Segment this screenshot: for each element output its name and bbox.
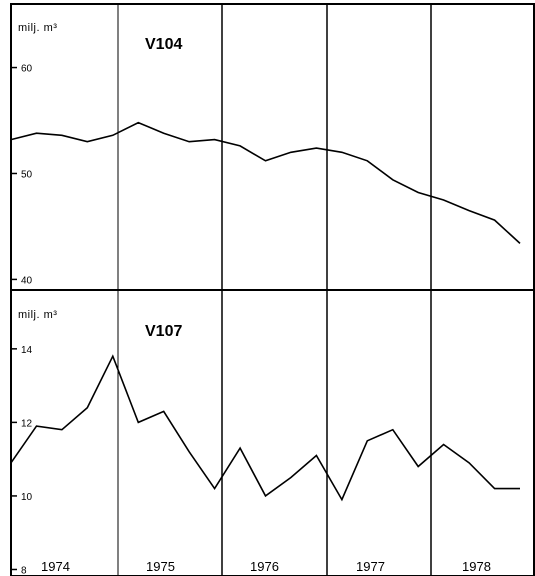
panel-0-point-17 [442, 199, 444, 201]
panel-0-y-tick-label-50: 50 [21, 169, 33, 180]
panel-1-point-8 [213, 487, 215, 489]
panel-0-point-3 [86, 141, 88, 143]
panel-0-point-18 [468, 209, 470, 211]
panel-1-point-6 [163, 410, 165, 412]
panel-1-point-20 [519, 487, 521, 489]
panel-0-point-4 [112, 134, 114, 136]
panel-1-series-line [10, 354, 520, 502]
panel-1-point-9 [239, 447, 241, 449]
panel-0-y-tick-label-40: 40 [21, 275, 33, 286]
panel-v104: milj. m³ V104 40 50 60 [10, 22, 521, 286]
panel-0-point-14 [366, 160, 368, 162]
panel-1-point-0 [10, 462, 12, 464]
panel-1-point-16 [417, 465, 419, 467]
panel-0-point-2 [61, 134, 63, 136]
panel-v107-title: V107 [145, 323, 182, 340]
panel-v107-unit-label: milj. m³ [18, 309, 57, 321]
panel-0-point-1 [35, 132, 37, 134]
panel-1-point-3 [86, 406, 88, 408]
panel-1-point-18 [468, 462, 470, 464]
panel-0-point-11 [290, 151, 292, 153]
year-axis: 1974 1975 1976 1977 1978 [41, 559, 491, 574]
panel-0-point-12 [315, 147, 317, 149]
panel-v107: milj. m³ V107 8 10 12 14 [10, 309, 521, 576]
panel-v104-title: V104 [145, 36, 182, 53]
panel-v104-unit-label: milj. m³ [18, 22, 57, 34]
year-label-1978: 1978 [462, 559, 491, 574]
panel-0-point-15 [392, 179, 394, 181]
panel-0-point-20 [519, 242, 521, 244]
panel-0-point-16 [417, 191, 419, 193]
panel-0-point-6 [163, 132, 165, 134]
year-label-1977: 1977 [356, 559, 385, 574]
panel-0-y-tick-label-60: 60 [21, 64, 33, 75]
panel-1-point-17 [442, 443, 444, 445]
panel-0-point-10 [264, 160, 266, 162]
year-label-1976: 1976 [250, 559, 279, 574]
panel-1-point-12 [315, 454, 317, 456]
panel-0-series-line [10, 121, 521, 244]
panel-1-point-14 [366, 440, 368, 442]
panel-1-point-2 [61, 429, 63, 431]
panel-1-y-tick-label-12: 12 [21, 418, 33, 429]
panel-0-point-19 [493, 219, 495, 221]
panel-0-point-13 [341, 151, 343, 153]
chart-frame [10, 3, 535, 576]
panel-1-point-5 [137, 421, 139, 423]
year-label-1975: 1975 [146, 559, 175, 574]
year-label-1974: 1974 [41, 559, 70, 574]
panel-1-point-1 [35, 425, 37, 427]
panel-0-point-8 [213, 138, 215, 140]
panel-0-point-5 [137, 121, 139, 123]
panel-0-point-9 [239, 145, 241, 147]
panel-1-point-11 [290, 476, 292, 478]
panel-1-y-tick-label-10: 10 [21, 492, 33, 503]
panel-1-point-19 [493, 487, 495, 489]
panel-0-point-7 [188, 141, 190, 143]
panel-1-point-13 [341, 498, 343, 500]
panel-1-point-4 [112, 355, 114, 357]
panel-1-y-tick-label-8: 8 [21, 565, 27, 576]
panel-1-point-10 [264, 495, 266, 497]
panel-1-y-tick-label-14: 14 [21, 345, 33, 356]
panel-1-point-15 [392, 429, 394, 431]
panel-0-point-0 [10, 138, 12, 140]
panel-1-point-7 [188, 451, 190, 453]
